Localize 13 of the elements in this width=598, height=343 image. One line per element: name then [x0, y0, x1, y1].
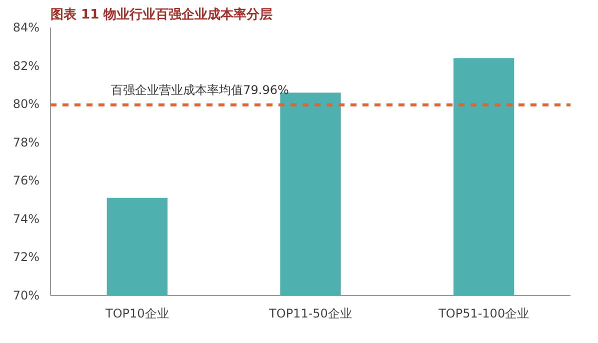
y-tick-label: 84% — [12, 20, 40, 34]
y-tick-label: 74% — [12, 212, 40, 226]
chart-title: 图表 11 物业行业百强企业成本率分层 — [50, 6, 273, 22]
ref-line-label: 百强企业营业成本率均值79.96% — [111, 82, 289, 97]
y-tick-label: 70% — [12, 288, 40, 302]
y-tick-label: 78% — [12, 135, 40, 150]
x-tick-label: TOP10企业 — [104, 306, 169, 320]
y-tick-label: 82% — [12, 58, 40, 73]
x-tick-label: TOP11-50企业 — [268, 306, 352, 320]
x-tick-label: TOP51-100企业 — [438, 306, 530, 320]
y-tick-label: 80% — [12, 97, 40, 112]
y-tick-label: 72% — [12, 250, 40, 264]
y-tick-label: 76% — [12, 174, 40, 188]
